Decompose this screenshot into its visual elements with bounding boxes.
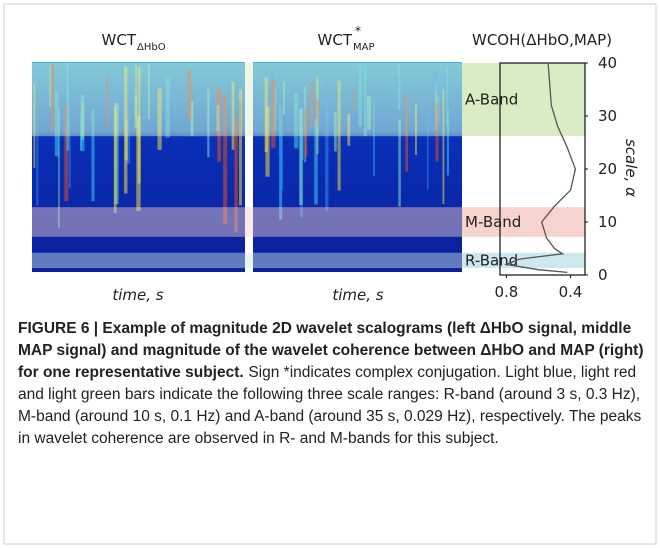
y-tick-label: 30: [598, 107, 617, 125]
scalogram-streak: [142, 87, 146, 121]
band: [32, 252, 462, 269]
scalogram-streak: [136, 116, 141, 211]
scalogram-streak: [264, 77, 268, 153]
x-tick-label: 0.4: [559, 283, 583, 301]
scalogram-streak: [310, 82, 314, 129]
band: [462, 207, 585, 237]
scalogram-streak: [239, 89, 242, 206]
scalogram-streak: [68, 65, 71, 189]
caption-text: Sign *indicates complex conjugation. Lig…: [18, 364, 642, 447]
scalogram-streak: [58, 109, 60, 229]
scalogram-streak: [442, 88, 445, 205]
y-tick-label: 10: [598, 213, 617, 231]
scalogram-streak: [124, 66, 128, 194]
x-axis-label: time, s: [112, 286, 163, 304]
panel-title: WCT: [102, 31, 137, 49]
scalogram-streak: [80, 111, 82, 151]
scalogram-streak: [106, 75, 109, 129]
scalogram-streak: [50, 64, 55, 131]
panel-title-superscript: *: [355, 24, 361, 38]
coherence-line: [504, 62, 577, 273]
scalogram-streak: [54, 90, 59, 157]
scalogram-streak: [190, 101, 194, 137]
scalogram-streak: [157, 88, 162, 150]
band: [462, 252, 585, 269]
y-tick-label: 0: [598, 266, 608, 284]
scalogram-streak: [397, 62, 401, 110]
chart-title: WCOH(ΔHbO,MAP): [472, 31, 612, 49]
scalogram-streak: [135, 65, 137, 116]
scalogram-streak: [325, 82, 329, 211]
x-axis-label: time, s: [332, 286, 383, 304]
scalograms: [32, 62, 462, 272]
band: [32, 207, 462, 237]
y-axis-label: scale, α: [622, 139, 640, 197]
scalogram-streak: [207, 89, 210, 158]
scalogram-streak: [280, 105, 283, 191]
x-tick-label: 0.8: [494, 283, 518, 301]
scalogram-streak: [316, 98, 320, 126]
panel-title: WCT: [318, 31, 353, 49]
scalogram-streak: [352, 89, 355, 110]
scalogram-streak: [294, 93, 299, 149]
scalogram-streak: [405, 93, 409, 172]
scalogram-streak: [373, 101, 375, 176]
scalogram-streak: [223, 94, 228, 224]
band-label: A-Band: [465, 91, 518, 109]
scalogram-streak: [80, 94, 85, 152]
band-label: R-Band: [465, 251, 518, 269]
scalogram-streak: [126, 106, 130, 164]
scalogram-streak: [334, 111, 337, 152]
scalogram-streak: [271, 80, 276, 148]
scalogram-streak: [426, 107, 429, 190]
scalogram-streak: [66, 62, 70, 151]
scalogram-streak: [239, 101, 242, 139]
scalogram-streak: [91, 108, 95, 202]
scalogram-streak: [347, 113, 351, 146]
scalogram-streak: [283, 81, 285, 115]
scalogram-streak: [304, 108, 308, 157]
band: [462, 63, 585, 137]
panel-title-subscript: ΔHbO: [137, 42, 166, 53]
y-tick-label: 40: [598, 54, 617, 72]
scalogram-streak: [299, 108, 303, 206]
scalogram-streak: [432, 72, 437, 93]
caption-bold: FIGURE 6 | Example of magnitude 2D wavel…: [18, 320, 644, 381]
scalogram-streak: [49, 66, 51, 107]
y-tick-label: 20: [598, 160, 617, 178]
scalogram-streak: [33, 83, 36, 169]
scalogram-streak: [367, 96, 372, 130]
caption: FIGURE 6 | Example of magnitude 2D wavel…: [18, 318, 644, 450]
scalogram-streak: [337, 80, 341, 191]
panel-title-subscript: MAP: [353, 42, 375, 53]
scalogram-streak: [231, 81, 235, 150]
scalogram-streak: [172, 78, 176, 118]
scalogram-streak: [435, 102, 439, 162]
scalogram-streak: [314, 118, 318, 205]
scalogram-streak: [446, 110, 450, 176]
scalogram-streak: [113, 107, 117, 214]
scalogram-streak: [414, 104, 417, 155]
scalogram-streak: [363, 65, 367, 137]
scalogram-streak: [234, 117, 238, 233]
scalogram-streak: [358, 64, 362, 127]
band-label: M-Band: [465, 213, 521, 231]
scalogram-streak: [187, 69, 192, 120]
scalogram-streak: [64, 104, 69, 202]
scalogram-streak: [446, 67, 449, 127]
scalogram-streak: [165, 78, 170, 138]
scalogram-streak: [398, 119, 401, 207]
scalogram-streak: [36, 94, 39, 206]
frame: [3, 3, 657, 545]
scalogram-streak: [216, 105, 220, 132]
band: [32, 63, 462, 137]
scalogram-streak: [147, 63, 151, 120]
